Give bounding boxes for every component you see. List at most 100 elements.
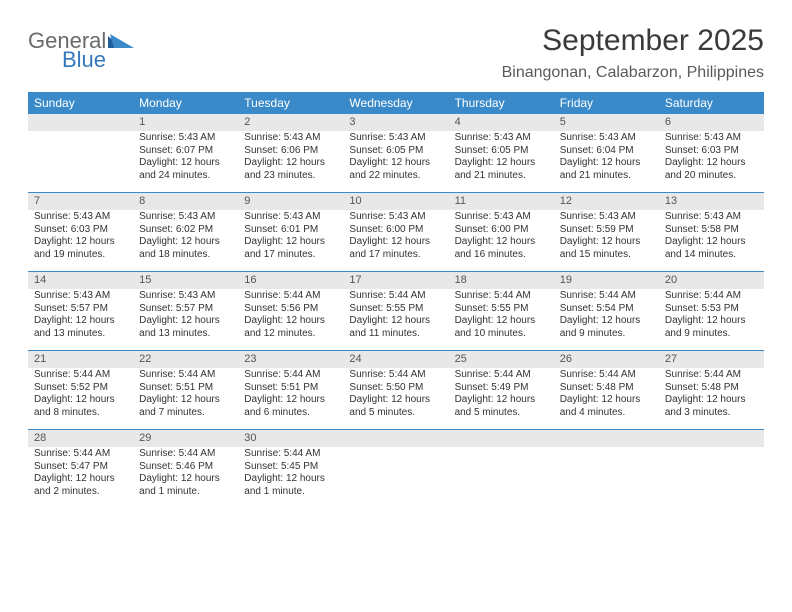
cell-body	[554, 447, 659, 451]
cell-body: Sunrise: 5:43 AMSunset: 6:00 PMDaylight:…	[449, 210, 554, 264]
sunrise-text: Sunrise: 5:44 AM	[34, 369, 127, 382]
calendar-cell: 9Sunrise: 5:43 AMSunset: 6:01 PMDaylight…	[238, 193, 343, 271]
cell-body: Sunrise: 5:44 AMSunset: 5:55 PMDaylight:…	[449, 289, 554, 343]
day-number	[449, 430, 554, 447]
cell-body	[28, 131, 133, 135]
header-row: General Blue September 2025 Binangonan, …	[28, 24, 764, 82]
weeks-container: 1Sunrise: 5:43 AMSunset: 6:07 PMDaylight…	[28, 114, 764, 508]
calendar-cell: 30Sunrise: 5:44 AMSunset: 5:45 PMDayligh…	[238, 430, 343, 508]
sunset-text: Sunset: 5:50 PM	[349, 382, 442, 395]
daylight-text: Daylight: 12 hours and 21 minutes.	[455, 157, 548, 182]
calendar-cell: 24Sunrise: 5:44 AMSunset: 5:50 PMDayligh…	[343, 351, 448, 429]
daylight-text: Daylight: 12 hours and 2 minutes.	[34, 473, 127, 498]
daylight-text: Daylight: 12 hours and 21 minutes.	[560, 157, 653, 182]
title-block: September 2025 Binangonan, Calabarzon, P…	[502, 24, 764, 82]
calendar-cell: 22Sunrise: 5:44 AMSunset: 5:51 PMDayligh…	[133, 351, 238, 429]
cell-body: Sunrise: 5:44 AMSunset: 5:54 PMDaylight:…	[554, 289, 659, 343]
sunrise-text: Sunrise: 5:43 AM	[560, 132, 653, 145]
day-number: 6	[659, 114, 764, 131]
calendar-cell: 4Sunrise: 5:43 AMSunset: 6:05 PMDaylight…	[449, 114, 554, 192]
calendar-cell	[554, 430, 659, 508]
daylight-text: Daylight: 12 hours and 4 minutes.	[560, 394, 653, 419]
logo-blue-text: Blue	[62, 49, 134, 71]
sunrise-text: Sunrise: 5:43 AM	[665, 211, 758, 224]
cell-body: Sunrise: 5:43 AMSunset: 6:03 PMDaylight:…	[28, 210, 133, 264]
cell-body: Sunrise: 5:43 AMSunset: 6:05 PMDaylight:…	[343, 131, 448, 185]
day-number: 13	[659, 193, 764, 210]
sunset-text: Sunset: 6:05 PM	[349, 145, 442, 158]
sunset-text: Sunset: 6:07 PM	[139, 145, 232, 158]
calendar-cell: 1Sunrise: 5:43 AMSunset: 6:07 PMDaylight…	[133, 114, 238, 192]
calendar-cell: 5Sunrise: 5:43 AMSunset: 6:04 PMDaylight…	[554, 114, 659, 192]
cell-body: Sunrise: 5:43 AMSunset: 5:57 PMDaylight:…	[133, 289, 238, 343]
day-number: 21	[28, 351, 133, 368]
daylight-text: Daylight: 12 hours and 14 minutes.	[665, 236, 758, 261]
calendar-cell	[28, 114, 133, 192]
cell-body: Sunrise: 5:43 AMSunset: 6:05 PMDaylight:…	[449, 131, 554, 185]
cell-body: Sunrise: 5:43 AMSunset: 6:02 PMDaylight:…	[133, 210, 238, 264]
cell-body: Sunrise: 5:43 AMSunset: 5:59 PMDaylight:…	[554, 210, 659, 264]
daylight-text: Daylight: 12 hours and 17 minutes.	[244, 236, 337, 261]
sunrise-text: Sunrise: 5:43 AM	[560, 211, 653, 224]
day-header-wed: Wednesday	[343, 92, 448, 114]
daylight-text: Daylight: 12 hours and 18 minutes.	[139, 236, 232, 261]
cell-body: Sunrise: 5:44 AMSunset: 5:48 PMDaylight:…	[659, 368, 764, 422]
day-number: 17	[343, 272, 448, 289]
day-header-tue: Tuesday	[238, 92, 343, 114]
daylight-text: Daylight: 12 hours and 19 minutes.	[34, 236, 127, 261]
daylight-text: Daylight: 12 hours and 8 minutes.	[34, 394, 127, 419]
cell-body: Sunrise: 5:44 AMSunset: 5:56 PMDaylight:…	[238, 289, 343, 343]
day-number: 14	[28, 272, 133, 289]
calendar-cell: 21Sunrise: 5:44 AMSunset: 5:52 PMDayligh…	[28, 351, 133, 429]
calendar-cell: 20Sunrise: 5:44 AMSunset: 5:53 PMDayligh…	[659, 272, 764, 350]
cell-body: Sunrise: 5:44 AMSunset: 5:47 PMDaylight:…	[28, 447, 133, 501]
sunrise-text: Sunrise: 5:44 AM	[560, 290, 653, 303]
calendar-cell: 17Sunrise: 5:44 AMSunset: 5:55 PMDayligh…	[343, 272, 448, 350]
sunset-text: Sunset: 6:06 PM	[244, 145, 337, 158]
sunrise-text: Sunrise: 5:43 AM	[665, 132, 758, 145]
cell-body	[659, 447, 764, 451]
calendar-cell: 3Sunrise: 5:43 AMSunset: 6:05 PMDaylight…	[343, 114, 448, 192]
sunrise-text: Sunrise: 5:44 AM	[665, 290, 758, 303]
cell-body	[343, 447, 448, 451]
calendar-cell: 25Sunrise: 5:44 AMSunset: 5:49 PMDayligh…	[449, 351, 554, 429]
sunset-text: Sunset: 5:55 PM	[349, 303, 442, 316]
calendar-cell: 11Sunrise: 5:43 AMSunset: 6:00 PMDayligh…	[449, 193, 554, 271]
sunrise-text: Sunrise: 5:44 AM	[244, 369, 337, 382]
day-number: 2	[238, 114, 343, 131]
day-number: 20	[659, 272, 764, 289]
daylight-text: Daylight: 12 hours and 22 minutes.	[349, 157, 442, 182]
day-header-sun: Sunday	[28, 92, 133, 114]
day-number: 15	[133, 272, 238, 289]
cell-body: Sunrise: 5:44 AMSunset: 5:51 PMDaylight:…	[133, 368, 238, 422]
daylight-text: Daylight: 12 hours and 10 minutes.	[455, 315, 548, 340]
cell-body: Sunrise: 5:43 AMSunset: 5:57 PMDaylight:…	[28, 289, 133, 343]
calendar-cell: 14Sunrise: 5:43 AMSunset: 5:57 PMDayligh…	[28, 272, 133, 350]
cell-body: Sunrise: 5:44 AMSunset: 5:50 PMDaylight:…	[343, 368, 448, 422]
day-number: 25	[449, 351, 554, 368]
sunrise-text: Sunrise: 5:43 AM	[349, 211, 442, 224]
cell-body	[449, 447, 554, 451]
sunrise-text: Sunrise: 5:43 AM	[34, 211, 127, 224]
cell-body: Sunrise: 5:44 AMSunset: 5:49 PMDaylight:…	[449, 368, 554, 422]
sunrise-text: Sunrise: 5:44 AM	[560, 369, 653, 382]
sunrise-text: Sunrise: 5:44 AM	[139, 369, 232, 382]
day-header-row: Sunday Monday Tuesday Wednesday Thursday…	[28, 92, 764, 114]
sunset-text: Sunset: 6:02 PM	[139, 224, 232, 237]
daylight-text: Daylight: 12 hours and 13 minutes.	[34, 315, 127, 340]
week-row: 1Sunrise: 5:43 AMSunset: 6:07 PMDaylight…	[28, 114, 764, 193]
calendar-cell: 12Sunrise: 5:43 AMSunset: 5:59 PMDayligh…	[554, 193, 659, 271]
sunrise-text: Sunrise: 5:43 AM	[349, 132, 442, 145]
sunrise-text: Sunrise: 5:43 AM	[34, 290, 127, 303]
sunset-text: Sunset: 5:54 PM	[560, 303, 653, 316]
sunset-text: Sunset: 5:56 PM	[244, 303, 337, 316]
day-number: 4	[449, 114, 554, 131]
day-number: 24	[343, 351, 448, 368]
week-row: 21Sunrise: 5:44 AMSunset: 5:52 PMDayligh…	[28, 351, 764, 430]
sunset-text: Sunset: 6:00 PM	[455, 224, 548, 237]
calendar-cell: 7Sunrise: 5:43 AMSunset: 6:03 PMDaylight…	[28, 193, 133, 271]
daylight-text: Daylight: 12 hours and 12 minutes.	[244, 315, 337, 340]
day-number: 19	[554, 272, 659, 289]
calendar-cell: 27Sunrise: 5:44 AMSunset: 5:48 PMDayligh…	[659, 351, 764, 429]
daylight-text: Daylight: 12 hours and 11 minutes.	[349, 315, 442, 340]
